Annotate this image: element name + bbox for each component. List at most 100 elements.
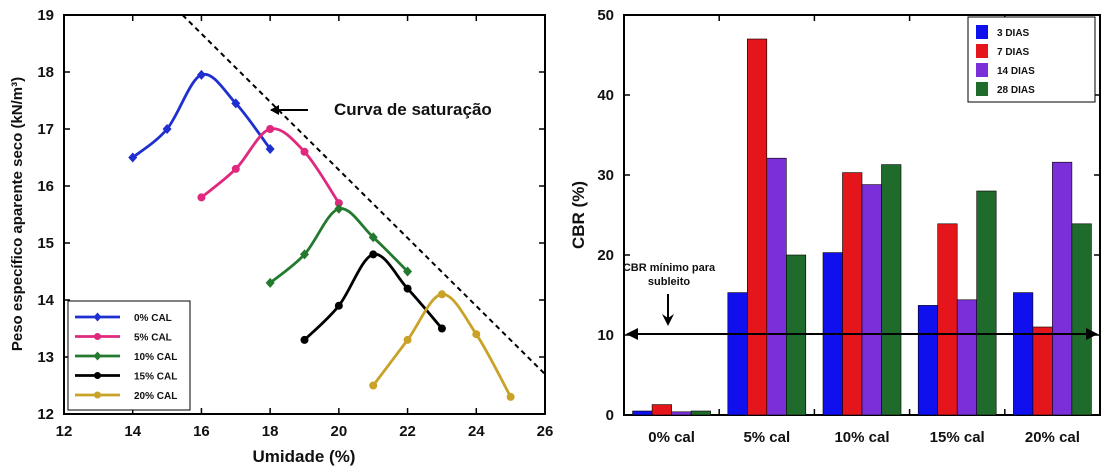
data-point-20pct-cal — [403, 335, 412, 344]
left-y-tick-label: 15 — [37, 235, 54, 252]
series-0pct-cal — [128, 69, 275, 163]
legend-swatch-marker — [94, 333, 101, 340]
bar-14-dias — [861, 184, 882, 416]
legend-item-3-dias: 3 DIAS — [976, 25, 1030, 39]
bar-7-dias — [1032, 326, 1053, 416]
data-point-15pct-cal — [403, 284, 412, 293]
legend-item-10pct-cal: 10% CAL — [75, 351, 177, 363]
data-point-0pct-cal — [162, 124, 172, 134]
series-10pct-cal — [265, 203, 413, 288]
left-x-tick-label: 26 — [537, 423, 554, 440]
data-point-10pct-cal — [368, 232, 378, 243]
data-point-5pct-cal — [300, 147, 309, 156]
right-y-tick-label: 30 — [597, 167, 614, 184]
data-point-15pct-cal — [300, 335, 309, 344]
legend-label: 14 DIAS — [997, 66, 1035, 77]
data-point-0pct-cal — [265, 143, 275, 154]
legend-item-15pct-cal: 15% CAL — [75, 372, 177, 383]
compaction-chart: 12 14 16 18 20 22 24 26 12 13 14 15 16 17 18 19 Umidade… — [9, 7, 553, 466]
bar-group-15pct-cal — [917, 190, 997, 416]
right-legend: 3 DIAS 7 DIAS 14 DIAS 28 DIAS — [967, 16, 1096, 103]
data-point-15pct-cal — [437, 324, 446, 333]
bar-28-dias — [976, 190, 997, 416]
left-legend: 0% CAL 5% CAL 10% CAL 15% CAL 20% CAL — [67, 300, 191, 411]
data-point-15pct-cal — [369, 250, 378, 259]
legend-swatch — [976, 44, 988, 58]
reference-label-line1: CBR mínimo para — [623, 262, 716, 274]
bar-14-dias — [671, 411, 692, 416]
data-point-10pct-cal — [334, 203, 344, 214]
right-x-tick-label: 20% cal — [1025, 429, 1080, 446]
right-x-tick-label: 15% cal — [930, 429, 985, 446]
data-point-0pct-cal — [128, 152, 138, 163]
left-y-tick-label: 19 — [37, 7, 54, 24]
legend-item-7-dias: 7 DIAS — [976, 44, 1030, 58]
legend-swatch-marker — [94, 391, 101, 399]
bar-7-dias — [746, 38, 768, 416]
data-point-20pct-cal — [472, 330, 481, 339]
legend-label: 15% CAL — [134, 372, 177, 383]
right-y-tick-label: 10 — [597, 327, 614, 344]
right-y-axis-title: CBR (%) — [569, 181, 588, 249]
legend-item-14-dias: 14 DIAS — [976, 63, 1035, 77]
data-point-5pct-cal — [197, 193, 206, 202]
series-20pct-cal — [369, 290, 515, 401]
data-point-0pct-cal — [196, 69, 206, 80]
left-series — [128, 69, 515, 401]
saturation-curve — [181, 14, 546, 375]
left-x-tick-label: 16 — [193, 423, 210, 440]
saturation-curve-line — [181, 14, 546, 375]
saturation-label: Curva de saturação — [334, 100, 492, 119]
bar-3-dias — [1013, 292, 1034, 416]
left-x-tick-label: 24 — [468, 423, 485, 440]
bar-7-dias — [842, 172, 863, 416]
bar-7-dias — [651, 404, 672, 416]
legend-label: 28 DIAS — [997, 85, 1035, 96]
right-x-tick-label: 5% cal — [743, 429, 790, 446]
data-point-20pct-cal — [369, 381, 378, 390]
legend-label: 5% CAL — [134, 333, 172, 344]
left-y-tick-label: 18 — [37, 64, 54, 81]
data-point-20pct-cal — [437, 290, 446, 299]
legend-label: 7 DIAS — [997, 47, 1030, 58]
right-axis-ticks: 0 10 20 30 40 50 0% cal 5% cal 10% cal 15% cal 20%… — [597, 7, 1100, 446]
reference-arrow-left — [626, 328, 638, 340]
bar-group-10pct-cal — [822, 164, 902, 416]
right-y-tick-label: 20 — [597, 247, 614, 264]
bar-7-dias — [937, 223, 958, 416]
bar-14-dias — [956, 299, 978, 416]
data-point-10pct-cal — [265, 277, 275, 288]
left-x-tick-label: 20 — [331, 423, 348, 440]
bar-3-dias — [727, 292, 748, 416]
data-point-15pct-cal — [334, 301, 343, 310]
legend-label: 10% CAL — [134, 352, 177, 363]
left-y-tick-label: 13 — [37, 349, 54, 366]
cbr-chart: 0 10 20 30 40 50 0% cal 5% cal 10% cal 15% cal 20%… — [569, 7, 1101, 446]
left-x-tick-label: 12 — [56, 423, 73, 440]
left-x-axis-title: Umidade (%) — [253, 447, 356, 466]
saturation-arrow-head — [270, 105, 279, 115]
reference-label-line2: subleito — [648, 276, 690, 288]
legend-swatch — [976, 63, 988, 77]
bar-3-dias — [632, 410, 653, 416]
left-axis-ticks: 12 14 16 18 20 22 24 26 12 13 14 15 16 17 18 19 — [37, 7, 553, 440]
left-y-tick-label: 16 — [37, 178, 54, 195]
data-point-20pct-cal — [506, 392, 515, 401]
legend-label: 3 DIAS — [997, 28, 1030, 39]
data-point-5pct-cal — [334, 199, 343, 208]
legend-item-0pct-cal: 0% CAL — [75, 312, 172, 324]
legend-label: 20% CAL — [134, 391, 177, 402]
left-y-tick-label: 14 — [37, 292, 54, 309]
reference-line-group: CBR mínimo para subleito — [623, 262, 1098, 340]
left-y-tick-label: 17 — [37, 121, 54, 138]
legend-item-20pct-cal: 20% CAL — [75, 391, 177, 402]
left-x-tick-label: 22 — [399, 423, 416, 440]
reference-arrow-right — [1086, 328, 1098, 340]
right-y-tick-label: 50 — [597, 7, 614, 24]
right-x-tick-label: 10% cal — [834, 429, 889, 446]
right-x-tick-label: 0% cal — [648, 429, 695, 446]
series-15pct-cal — [300, 250, 446, 344]
right-bars — [632, 38, 1092, 416]
legend-item-28-dias: 28 DIAS — [976, 82, 1035, 96]
